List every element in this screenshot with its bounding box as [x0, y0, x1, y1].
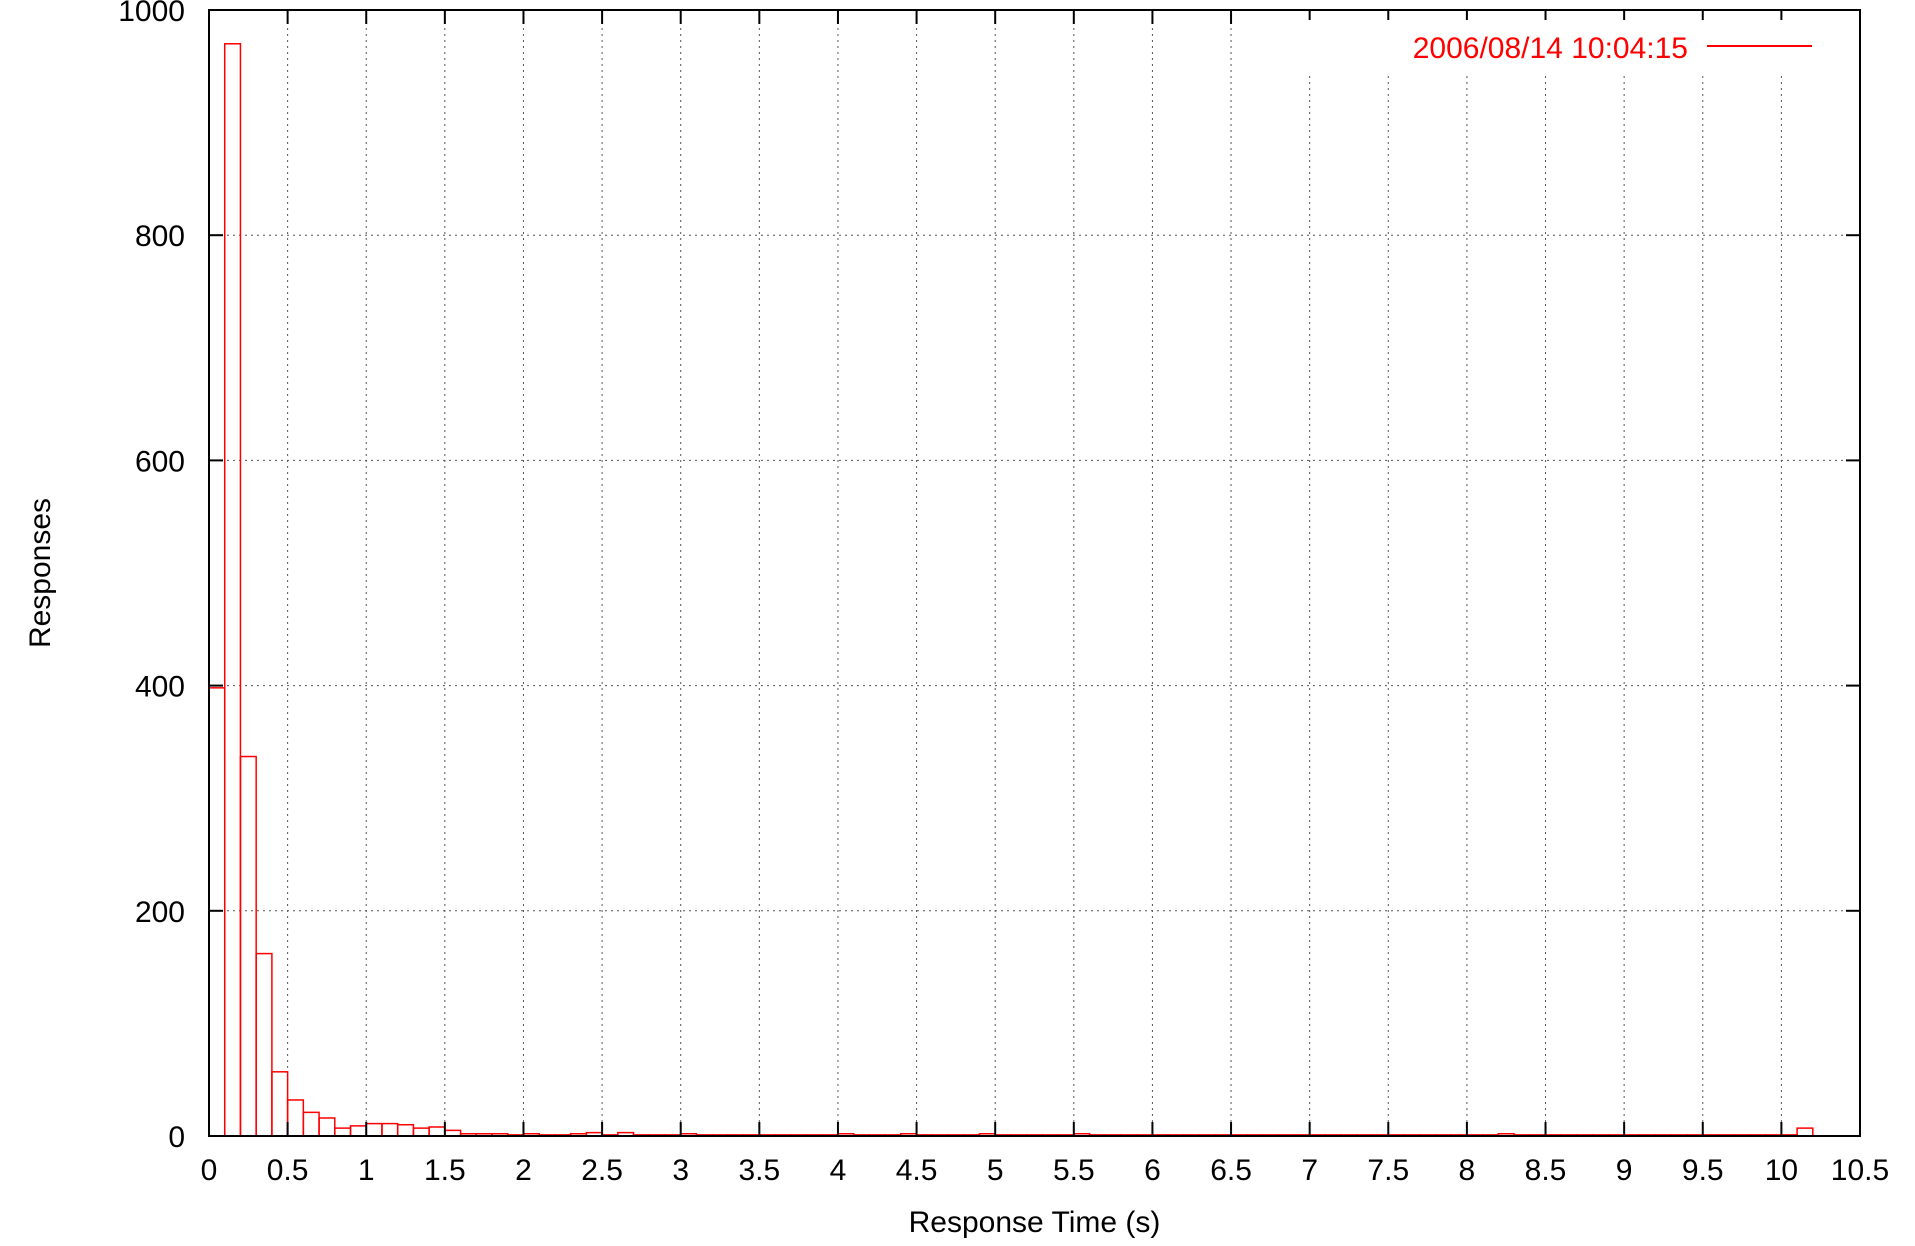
y-tick-label: 1000: [118, 0, 185, 28]
x-tick-label: 10.5: [1831, 1154, 1889, 1187]
x-tick-label: 2.5: [581, 1154, 623, 1187]
x-tick-label: 7: [1301, 1154, 1318, 1187]
x-axis-title: Response Time (s): [909, 1206, 1161, 1239]
y-tick-label: 0: [168, 1121, 185, 1154]
x-tick-label: 8.5: [1525, 1154, 1567, 1187]
x-tick-label: 6.5: [1210, 1154, 1252, 1187]
x-tick-label: 4: [830, 1154, 847, 1187]
x-tick-label: 6: [1144, 1154, 1161, 1187]
axis-ticks: [208, 9, 1861, 1137]
x-tick-label: 5.5: [1053, 1154, 1095, 1187]
legend: 2006/08/14 10:04:15: [1255, 20, 1825, 72]
x-tick-label: 9: [1616, 1154, 1633, 1187]
x-tick-labels: 0 0.5 1 1.5 2 2.5 3 3.5 4 4.5 5 5.5 6 6.5 7 7.5 8 8.5 9 9.5…: [201, 1154, 1890, 1187]
y-tick-labels: 0 200 400 600 800 1000: [118, 0, 185, 1154]
plot-frame: [208, 9, 1861, 1137]
legend-label: 2006/08/14 10:04:15: [1413, 32, 1688, 65]
x-tick-label: 1.5: [424, 1154, 466, 1187]
x-tick-label: 9.5: [1682, 1154, 1724, 1187]
y-tick-label: 600: [135, 445, 185, 478]
y-tick-label: 400: [135, 671, 185, 704]
x-tick-label: 0: [201, 1154, 218, 1187]
x-tick-label: 8: [1459, 1154, 1476, 1187]
x-tick-label: 0.5: [267, 1154, 309, 1187]
x-tick-label: 3.5: [738, 1154, 780, 1187]
x-tick-label: 10: [1765, 1154, 1798, 1187]
y-tick-label: 200: [135, 896, 185, 929]
x-tick-label: 4.5: [896, 1154, 938, 1187]
x-tick-label: 7.5: [1367, 1154, 1409, 1187]
y-axis-title: Responses: [24, 498, 57, 648]
x-tick-label: 3: [672, 1154, 689, 1187]
y-tick-label: 800: [135, 220, 185, 253]
x-tick-label: 1: [358, 1154, 375, 1187]
x-tick-label: 2: [515, 1154, 532, 1187]
x-tick-label: 5: [987, 1154, 1004, 1187]
